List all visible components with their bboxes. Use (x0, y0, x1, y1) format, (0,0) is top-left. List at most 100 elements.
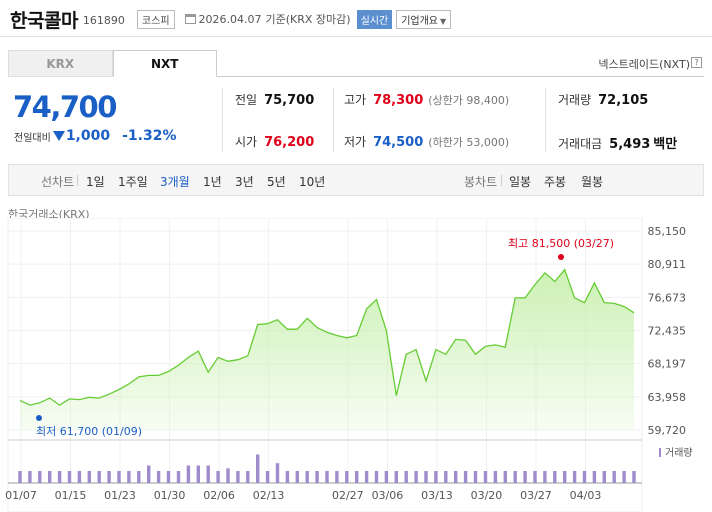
quote-label: 저가 (344, 135, 367, 149)
quote-value: 75,700 (264, 93, 315, 108)
volume-bar (186, 465, 191, 483)
quote-divider (333, 88, 334, 152)
range-5y[interactable]: 5년 (267, 175, 286, 189)
volume-bar (87, 471, 91, 483)
x-tick-label: 01/23 (104, 489, 136, 502)
quote-amount: 거래대금 5,493 백만 (558, 133, 677, 152)
chart-range-bar: 선차트 1일 1주일 3개월 1년 3년 5년 10년 봉차트 일봉 주봉 월봉 (8, 164, 704, 196)
x-tick-label: 03/20 (471, 489, 503, 502)
volume-bar (463, 471, 468, 483)
quote-label: 고가 (344, 93, 367, 107)
quote-prev: 전일 75,700 (235, 91, 314, 108)
volume-bar (226, 468, 230, 483)
volume-bar (503, 471, 507, 483)
change-percent: -1.32% (122, 128, 177, 144)
volume-bar (602, 471, 606, 483)
volume-bar (38, 471, 42, 483)
volume-bar (137, 471, 141, 483)
quote-label: 거래량 (558, 93, 592, 107)
price-chart[interactable]: 85,150 80,911 76,673 72,435 68,197 63,958 59,7… (0, 218, 712, 512)
price-change: 전일대비 1,000 -1.32% (14, 128, 177, 144)
range-3y[interactable]: 3년 (235, 175, 254, 189)
volume-bar (384, 471, 389, 483)
stock-name: 한국콜마 (10, 9, 78, 32)
y-tick-label: 63,958 (648, 391, 687, 404)
quote-value: 76,200 (264, 135, 315, 150)
volume-bar (553, 471, 557, 483)
quote-value: 78,300 (373, 93, 424, 108)
realtime-button[interactable]: 실시간 (356, 9, 393, 29)
market-badge: 코스피 (136, 9, 175, 29)
quote-divider (545, 88, 546, 152)
upper-limit: (상한가 98,400) (428, 94, 510, 107)
range-1d[interactable]: 1일 (86, 175, 105, 189)
volume-bar (444, 471, 448, 483)
volume-bar (97, 471, 101, 483)
quote-divider (222, 88, 223, 152)
volume-bar (275, 463, 280, 483)
calendar-icon (184, 14, 196, 24)
volume-bar (236, 471, 240, 483)
price-line (19, 268, 635, 406)
volume-bar (57, 471, 62, 483)
header-divider (0, 36, 712, 37)
volume-legend-swatch (659, 448, 661, 457)
stock-code: 161890 (82, 14, 125, 27)
volume-bar (325, 471, 329, 483)
company-overview-label: 기업개요 (401, 15, 439, 27)
candle-daily[interactable]: 일봉 (509, 175, 532, 189)
quote-value: 74,500 (373, 135, 424, 150)
quote-value: 72,105 (598, 93, 649, 108)
nxt-exchange-label: 넥스트레이드(NXT) (598, 58, 690, 71)
candle-weekly[interactable]: 주봉 (544, 175, 567, 189)
volume-bar (107, 471, 111, 483)
volume-bar (206, 465, 210, 483)
volume-bar (295, 471, 299, 483)
volume-bar (28, 471, 32, 483)
volume-bar (256, 454, 260, 483)
x-tick-label: 04/03 (570, 489, 602, 502)
volume-bar (632, 471, 636, 483)
volume-bar (335, 471, 339, 483)
range-divider (501, 175, 502, 186)
quote-open: 시가 76,200 (235, 133, 314, 150)
change-label: 전일대비 (14, 132, 51, 144)
tab-krx[interactable]: KRX (8, 50, 113, 77)
x-tick-label: 02/27 (332, 489, 364, 502)
high-marker (558, 254, 564, 260)
help-icon[interactable]: ? (691, 57, 702, 68)
volume-bar (454, 471, 458, 483)
candle-chart-label: 봉차트 (464, 175, 498, 189)
volume-bar (483, 471, 488, 483)
quote-high: 고가 78,300 (상한가 98,400) (344, 91, 509, 108)
low-marker (36, 415, 42, 421)
exchange-tabs: KRX NXT (8, 50, 217, 77)
volume-bar (473, 471, 478, 483)
volume-bar (394, 471, 398, 483)
quote-low: 저가 74,500 (하한가 53,000) (344, 133, 509, 150)
company-overview-button[interactable]: 기업개요 ▼ (396, 9, 452, 29)
range-3m[interactable]: 3개월 (160, 175, 190, 189)
candle-monthly[interactable]: 월봉 (581, 175, 604, 189)
quote-label: 시가 (235, 135, 258, 149)
range-1y[interactable]: 1년 (203, 175, 222, 189)
volume-bar (374, 471, 379, 483)
tab-nxt[interactable]: NXT (112, 50, 217, 77)
volume-bar (305, 471, 309, 483)
volume-bar (414, 471, 418, 483)
volume-bar (18, 471, 22, 483)
chevron-down-icon: ▼ (440, 16, 447, 26)
volume-bar (582, 471, 587, 483)
y-tick-label: 85,150 (648, 225, 687, 238)
volume-bar (364, 471, 369, 483)
range-1w[interactable]: 1주일 (118, 175, 148, 189)
change-amount: 1,000 (65, 128, 111, 144)
x-tick-label: 03/13 (421, 489, 453, 502)
quote-label: 전일 (235, 93, 258, 107)
volume-bar (434, 471, 438, 483)
high-label: 최고 81,500 (03/27) (508, 237, 614, 250)
quote-label: 거래대금 (558, 137, 603, 151)
range-10y[interactable]: 10년 (299, 175, 326, 189)
volume-bar (265, 471, 270, 483)
y-tick-label: 59,720 (648, 424, 687, 437)
